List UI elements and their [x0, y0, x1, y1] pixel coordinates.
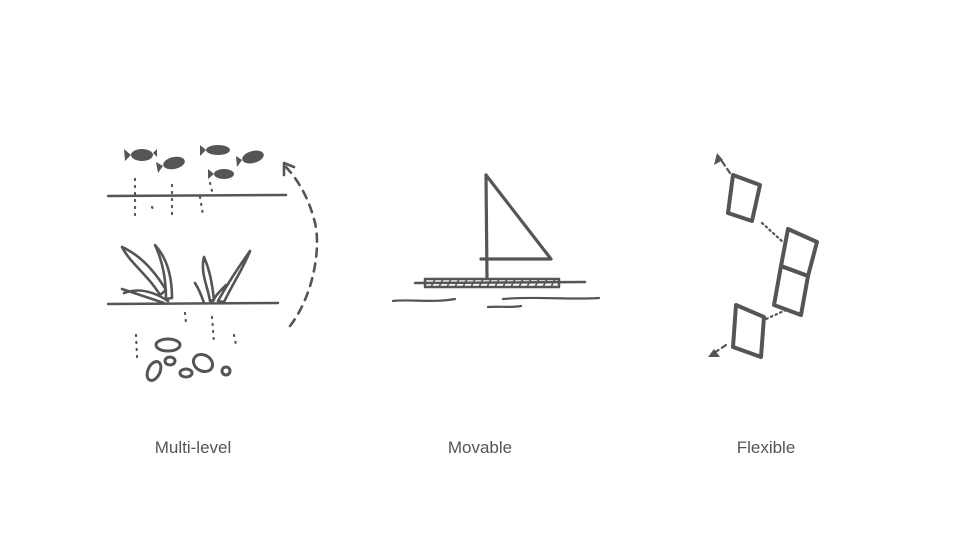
linked-modules-icon	[708, 153, 819, 359]
floating-module	[772, 264, 810, 317]
seaweed-icon	[120, 243, 252, 305]
floating-module	[726, 173, 762, 223]
mast	[484, 173, 489, 279]
expand-arrow-icon	[714, 153, 732, 175]
caption-multi-level: Multi-level	[154, 438, 232, 457]
caption-movable: Movable	[447, 438, 513, 457]
water-waves	[391, 296, 601, 309]
fish-icon	[156, 156, 185, 173]
fish-icon	[124, 149, 157, 161]
fish-icon	[200, 145, 230, 156]
expand-arrow-icon	[708, 343, 728, 357]
sail	[479, 173, 553, 261]
multi-level-illustration	[100, 135, 330, 390]
floating-module	[731, 303, 766, 359]
sailboat-raft-icon	[391, 173, 601, 309]
shellfish-icon	[145, 337, 232, 382]
caption-flexible: Flexible	[736, 438, 796, 457]
raft-platform	[413, 277, 587, 289]
circulation-arrow-icon	[282, 161, 319, 328]
fish-icon	[236, 150, 264, 167]
movable-illustration	[385, 165, 610, 315]
fish-icon	[208, 169, 234, 179]
lower-level-line	[106, 301, 280, 306]
aquaculture-layers-icon	[106, 145, 319, 382]
particle-dots	[133, 177, 238, 359]
flexible-illustration	[690, 145, 840, 375]
upper-level-line	[106, 193, 288, 198]
module-links	[760, 221, 788, 321]
